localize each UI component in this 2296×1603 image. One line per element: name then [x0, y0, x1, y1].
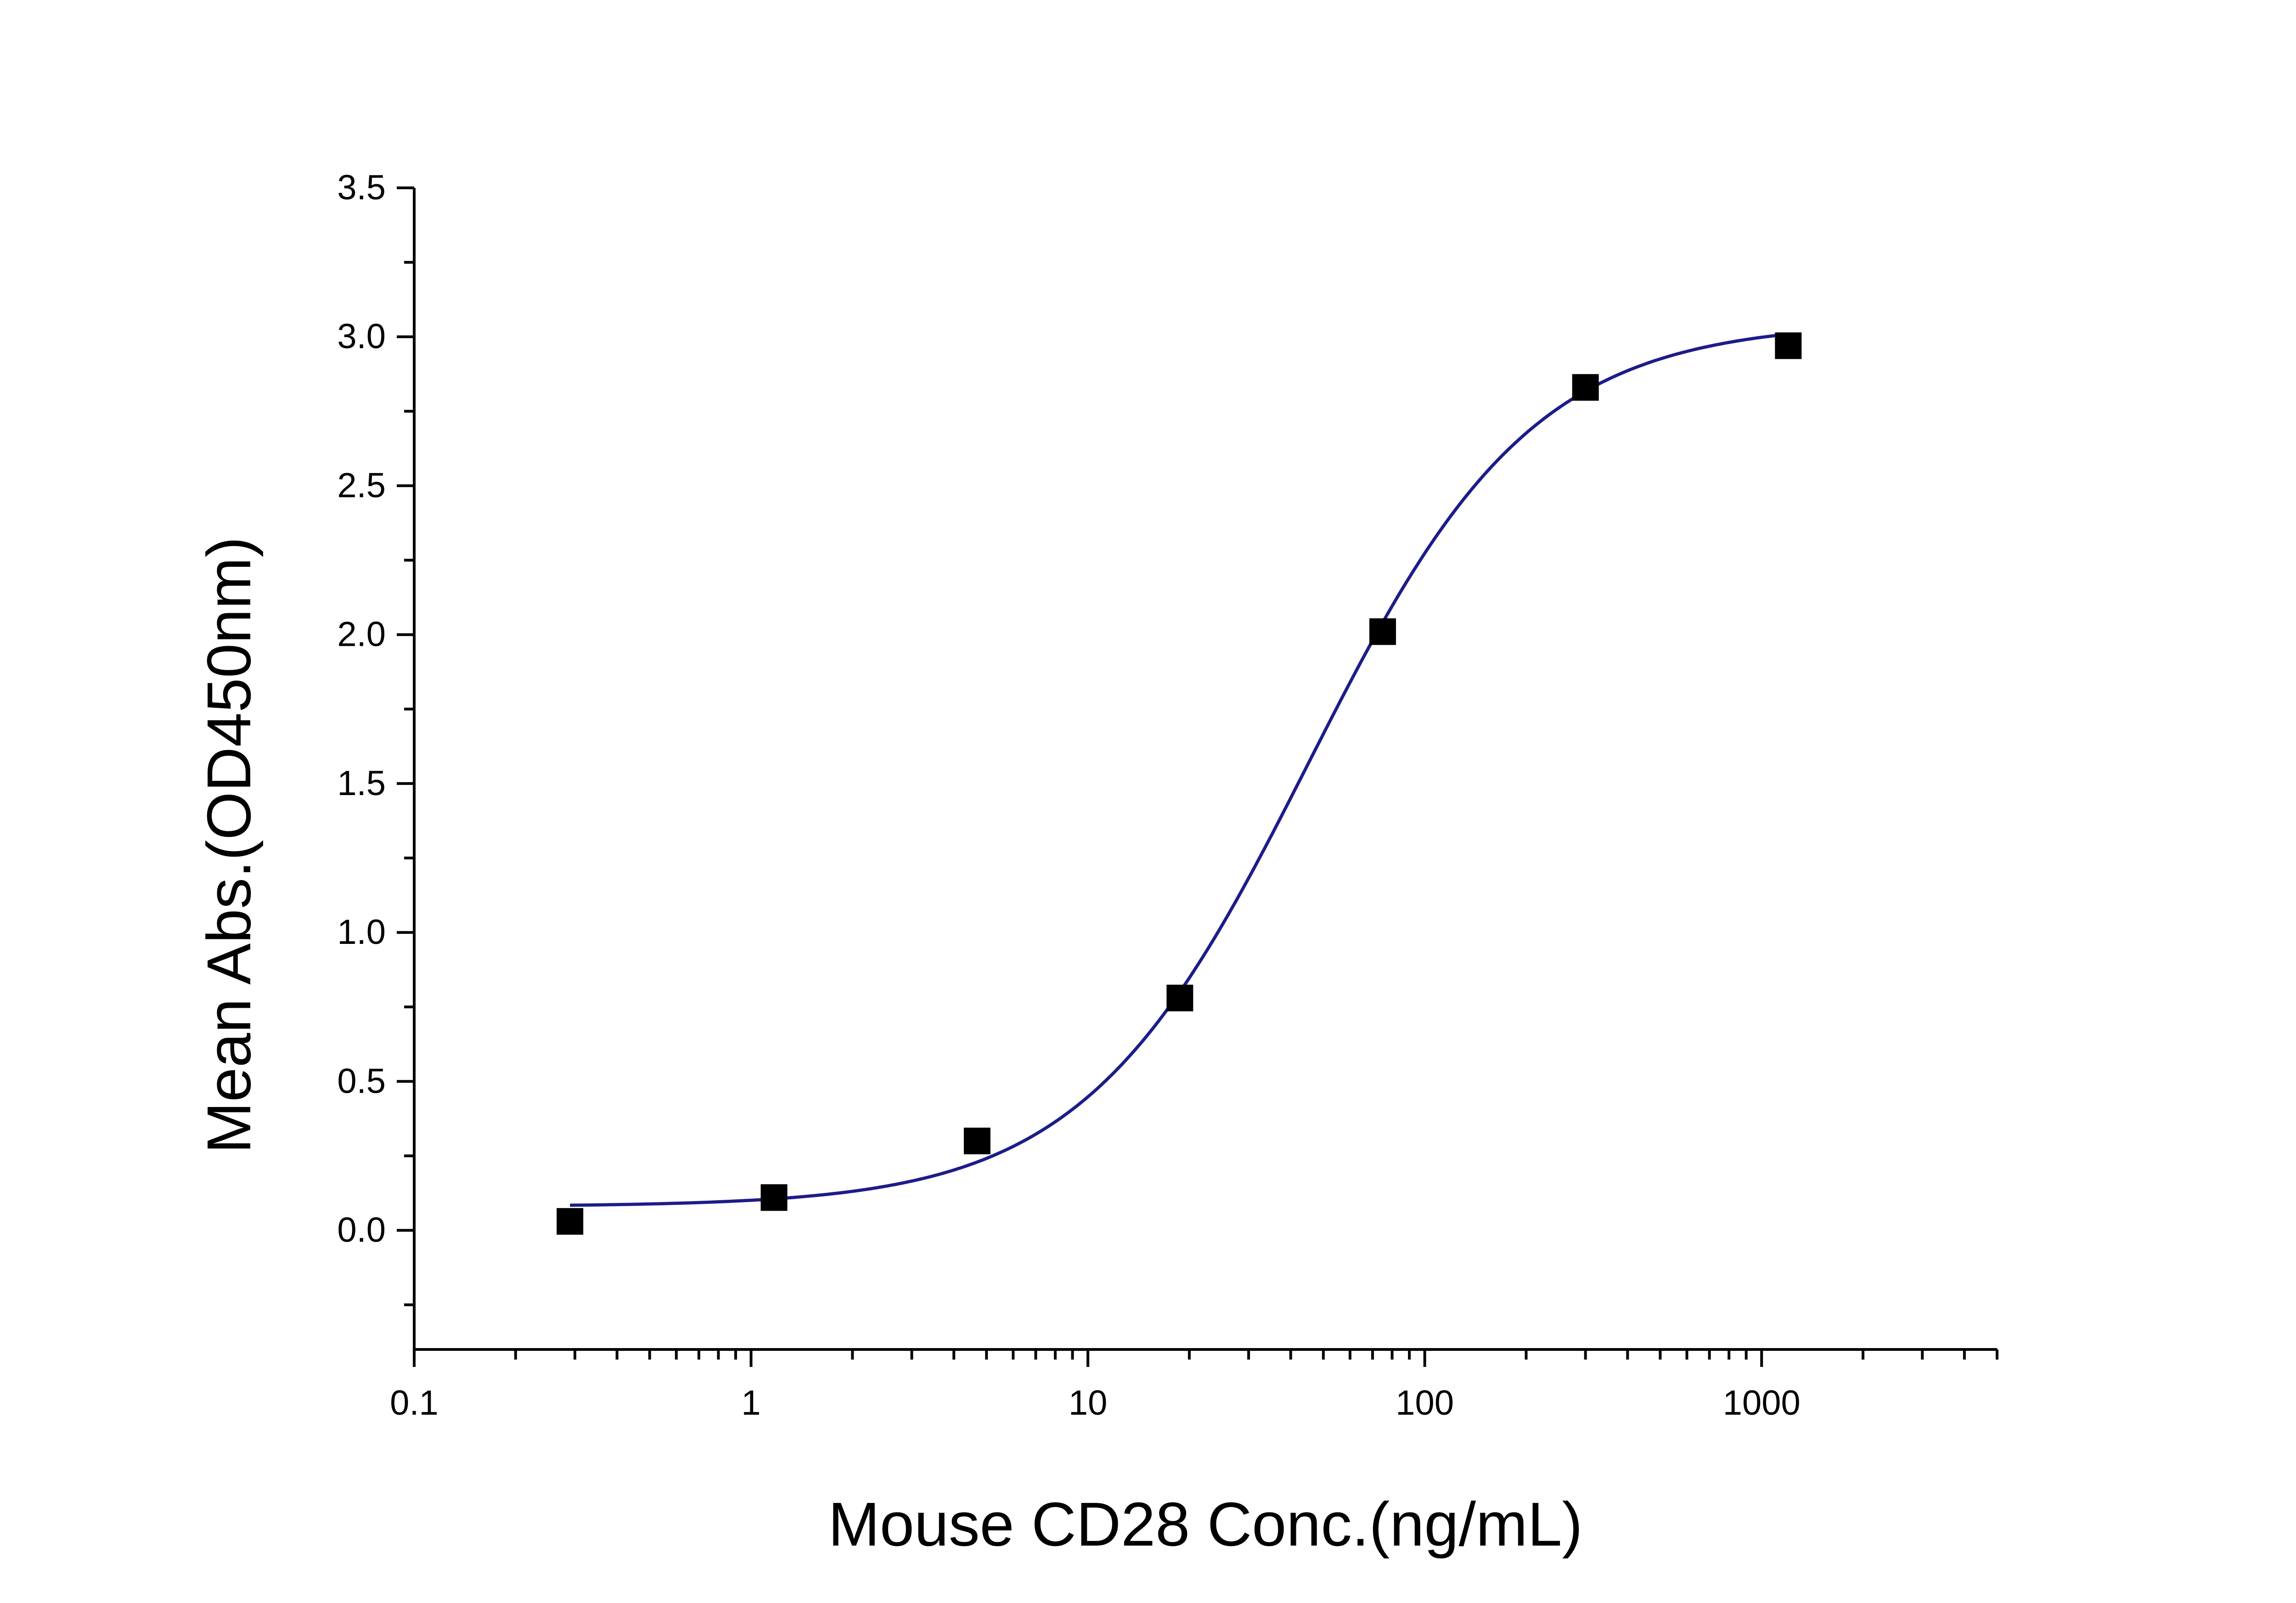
- x-tick-label: 10: [1069, 1383, 1108, 1422]
- x-tick-label: 0.1: [390, 1383, 439, 1422]
- y-tick-label: 2.5: [337, 466, 386, 505]
- y-tick-label: 0.0: [337, 1211, 386, 1250]
- data-point: [1369, 618, 1396, 645]
- fit-curve: [570, 332, 1789, 1207]
- y-tick-label: 3.0: [337, 317, 386, 356]
- ticks: 0.0 0.5 1.0 1.5 2.0 2.5 3.0 3.5 0.1 1 10 100 1000: [337, 168, 1998, 1422]
- y-tick-label: 3.5: [337, 168, 386, 207]
- x-tick-label: 1: [741, 1383, 760, 1422]
- y-tick-label: 0.5: [337, 1061, 386, 1101]
- data-points: [557, 332, 1802, 1235]
- data-point: [557, 1208, 584, 1235]
- axes: [413, 188, 1997, 1351]
- y-axis-title: Mean Abs.(OD450nm): [194, 536, 264, 1153]
- y-tick-label: 1.5: [337, 764, 386, 803]
- data-point: [1775, 332, 1802, 359]
- data-point: [1572, 374, 1599, 401]
- x-tick-label: 100: [1396, 1383, 1454, 1422]
- data-point: [1166, 984, 1193, 1011]
- y-tick-label: 2.0: [337, 615, 386, 654]
- x-axis-title: Mouse CD28 Conc.(ng/mL): [828, 1490, 1582, 1559]
- data-point: [760, 1184, 788, 1211]
- x-tick-label: 1000: [1723, 1383, 1801, 1422]
- data-point: [963, 1128, 990, 1155]
- y-tick-label: 1.0: [337, 913, 386, 952]
